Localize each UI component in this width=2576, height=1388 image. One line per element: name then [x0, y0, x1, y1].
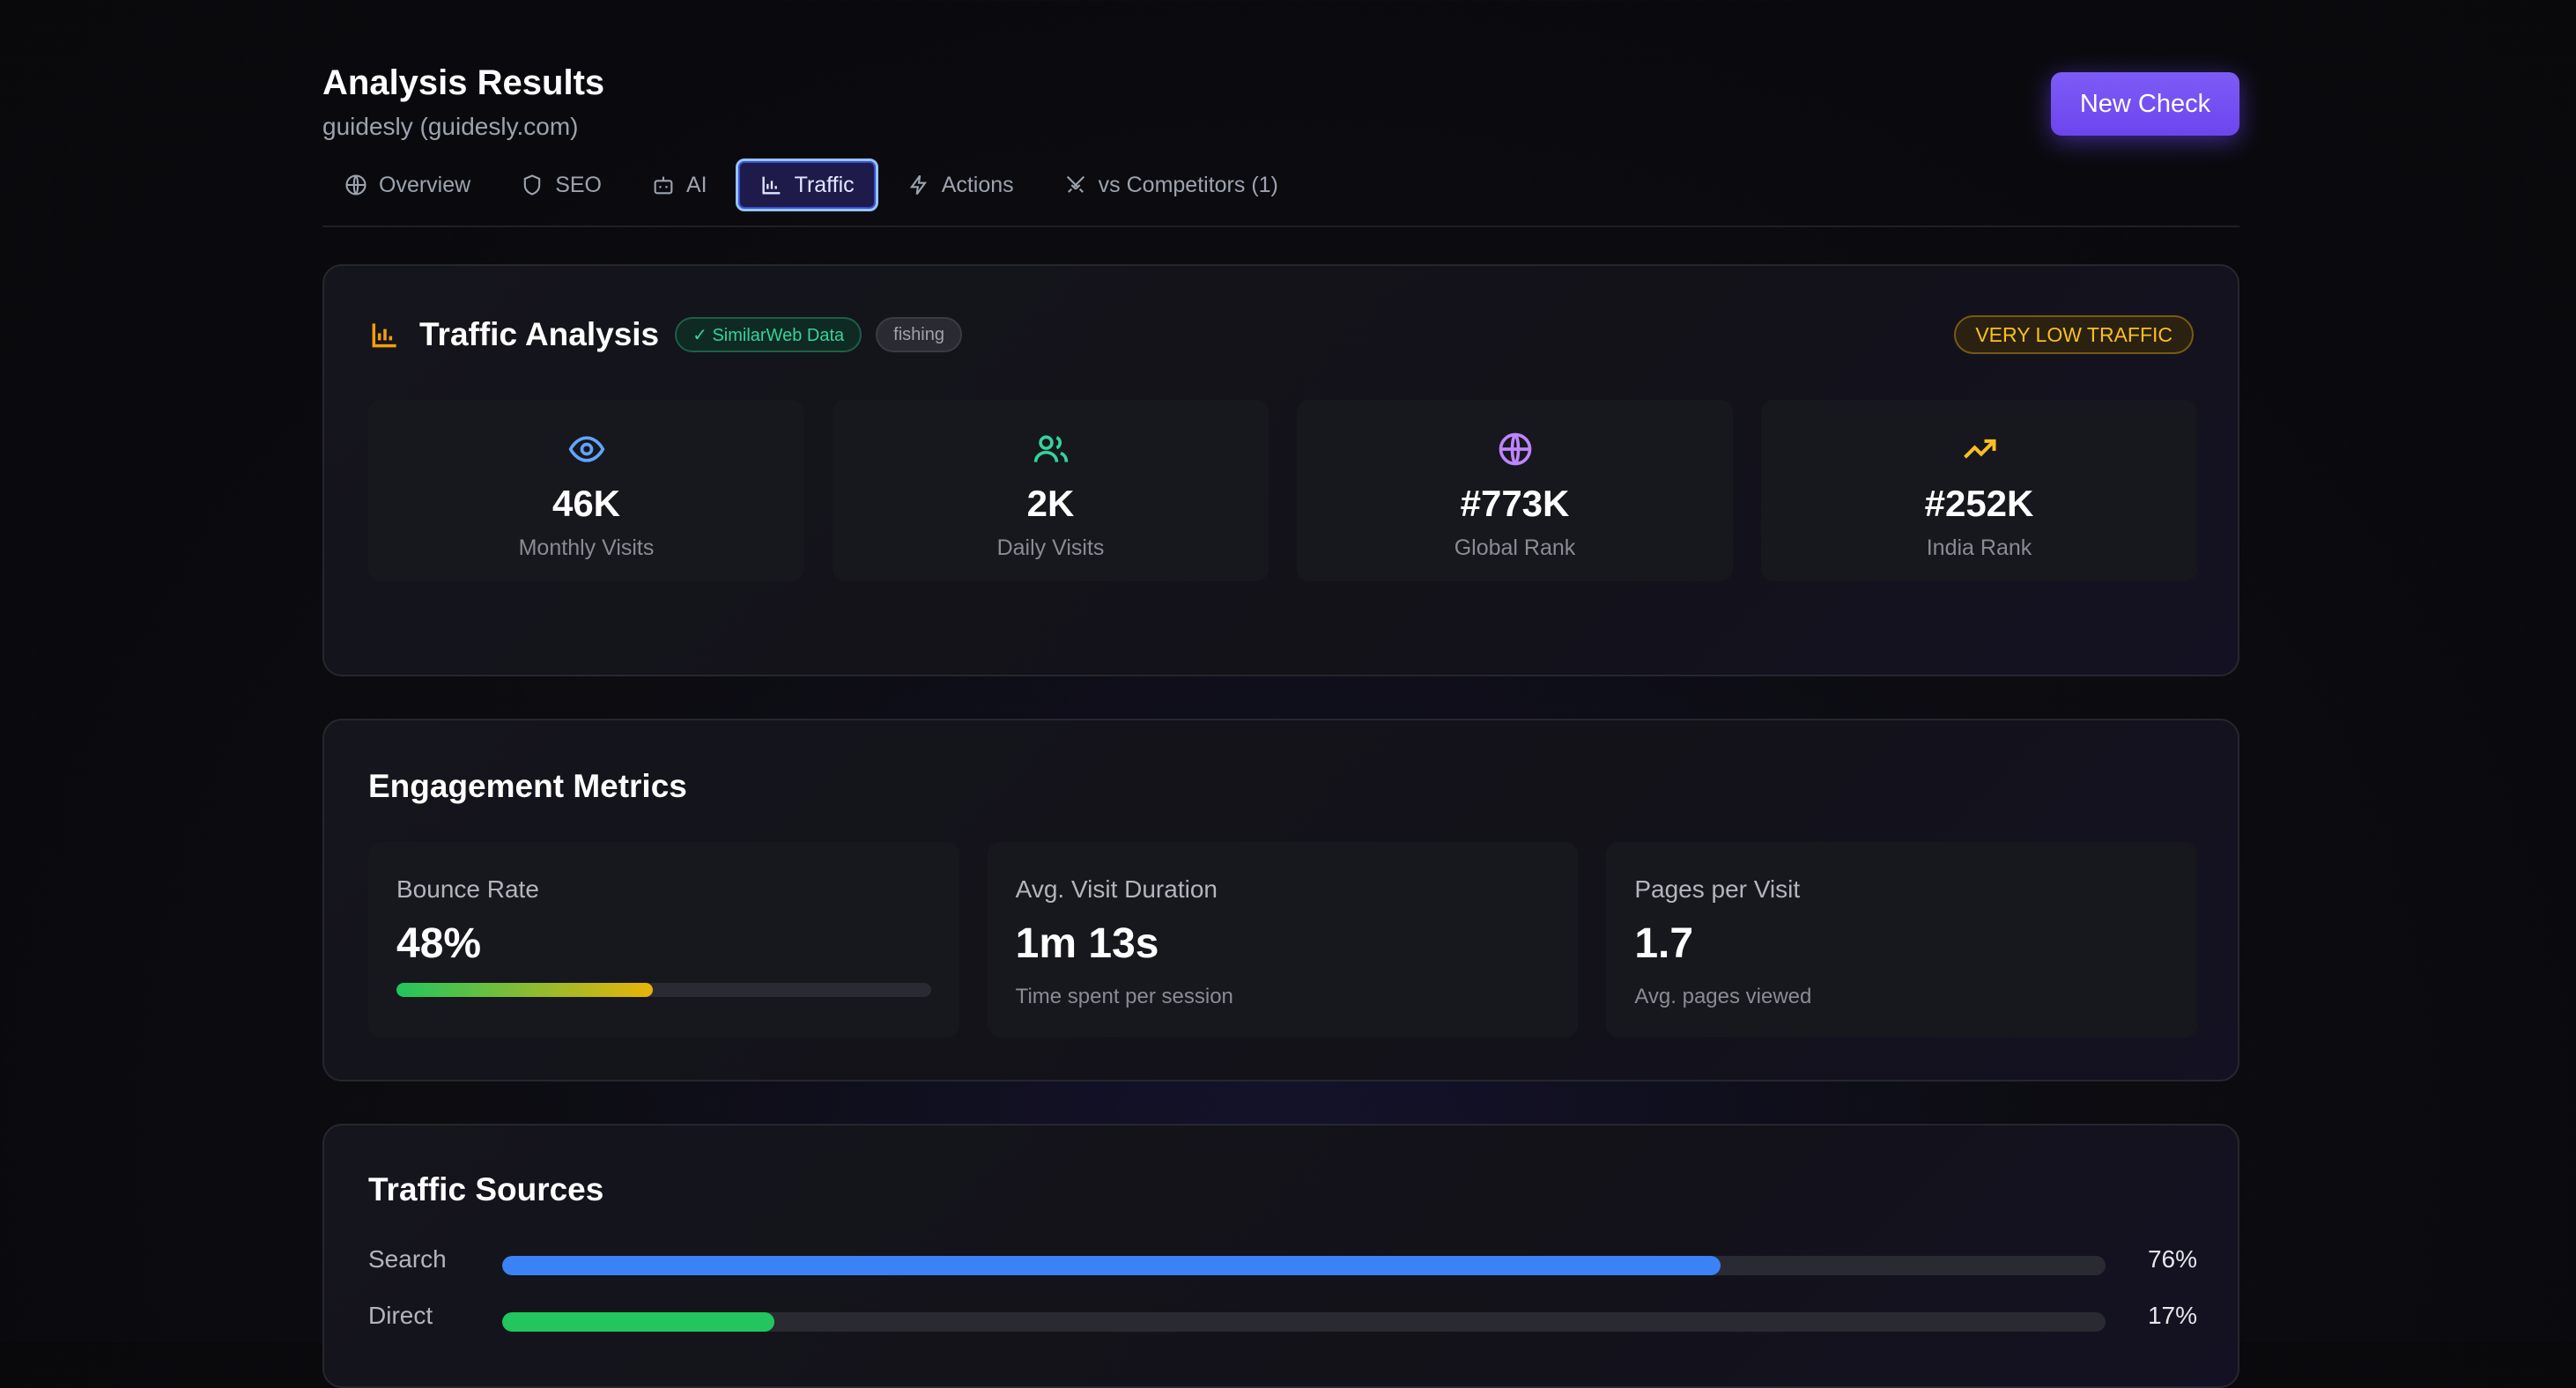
trending-up-icon — [1963, 439, 1996, 459]
traffic-sources-title: Traffic Sources — [368, 1171, 604, 1207]
stat-label: Global Rank — [1454, 535, 1576, 560]
traffic-level-badge: VERY LOW TRAFFIC — [1954, 315, 2194, 354]
category-badge: fishing — [876, 317, 962, 352]
metric-label: Avg. Visit Duration — [1015, 875, 1218, 903]
app-container: Analysis Results guidesly (guidesly.com)… — [322, 0, 2239, 1388]
tab-label: AI — [685, 172, 707, 197]
stat-value: 2K — [1026, 483, 1075, 524]
tab-traffic[interactable]: Traffic — [735, 159, 878, 211]
bounce-rate-bar — [396, 983, 931, 997]
metric-label: Pages per Visit — [1634, 875, 1801, 903]
stat-label: Daily Visits — [996, 535, 1105, 560]
traffic-analysis-header: Traffic Analysis ✓ SimilarWeb Data fishi… — [368, 312, 962, 358]
metric-label: Bounce Rate — [396, 875, 539, 903]
tab-label: Traffic — [794, 172, 855, 197]
users-icon — [1033, 435, 1068, 462]
tab-bar: Overview SEO AI Traffic Actions vs Compe… — [322, 157, 1307, 213]
globe-icon — [345, 174, 366, 196]
page-header: Analysis Results guidesly (guidesly.com)… — [322, 0, 2239, 227]
engagement-metrics: Bounce Rate 48% Avg. Visit Duration 1m 1… — [368, 842, 2198, 1037]
metric-visit-duration: Avg. Visit Duration 1m 13s Time spent pe… — [987, 842, 1579, 1037]
source-row-direct: Direct 17% — [368, 1302, 2197, 1337]
eye-icon — [568, 436, 604, 462]
stat-daily-visits: 2K Daily Visits — [833, 400, 1269, 581]
page-title: Analysis Results — [322, 63, 605, 102]
stat-label: India Rank — [1926, 535, 2032, 560]
traffic-sources-card: Traffic Sources Search 76% Direct 17% — [322, 1124, 2239, 1388]
tab-overview[interactable]: Overview — [322, 159, 492, 211]
stat-value: #773K — [1460, 483, 1570, 524]
source-bar-fill — [502, 1312, 775, 1332]
bar-chart-icon — [762, 176, 780, 195]
bot-icon — [654, 176, 673, 195]
swords-icon — [1066, 175, 1084, 193]
tab-competitors[interactable]: vs Competitors (1) — [1042, 159, 1299, 211]
tab-actions[interactable]: Actions — [885, 159, 1035, 211]
new-check-button[interactable]: New Check — [2051, 72, 2239, 136]
tab-label: SEO — [555, 172, 602, 197]
source-bar — [502, 1256, 2106, 1275]
source-percent: 76% — [2147, 1245, 2197, 1273]
metric-value: 48% — [396, 920, 482, 967]
source-percent: 17% — [2147, 1302, 2197, 1329]
metric-subtext: Time spent per session — [1015, 985, 1233, 1008]
globe-icon — [1499, 432, 1531, 466]
tab-ai[interactable]: AI — [630, 159, 729, 211]
tab-label: Overview — [379, 172, 471, 197]
stat-value: #252K — [1924, 483, 2034, 524]
traffic-analysis-card: Traffic Analysis ✓ SimilarWeb Data fishi… — [322, 264, 2239, 676]
traffic-stats: 46K Monthly Visits 2K Daily Visits #773K… — [368, 400, 2197, 581]
source-row-search: Search 76% — [368, 1245, 2197, 1281]
metric-bounce-rate: Bounce Rate 48% — [368, 842, 959, 1037]
tab-label: Actions — [941, 172, 1014, 197]
source-badge: ✓ SimilarWeb Data — [675, 317, 862, 352]
engagement-metrics-card: Engagement Metrics Bounce Rate 48% Avg. … — [322, 719, 2239, 1082]
metric-pages-per-visit: Pages per Visit 1.7 Avg. pages viewed — [1606, 842, 2198, 1037]
tab-seo[interactable]: SEO — [499, 159, 623, 211]
metric-subtext: Avg. pages viewed — [1634, 985, 1812, 1008]
source-bar — [502, 1312, 2106, 1332]
shield-icon — [523, 174, 541, 196]
bar-chart-icon — [372, 323, 396, 348]
traffic-analysis-title: Traffic Analysis — [419, 316, 660, 352]
source-label: Direct — [368, 1302, 433, 1329]
page-subtitle: guidesly (guidesly.com) — [322, 113, 579, 140]
metric-value: 1.7 — [1634, 920, 1694, 967]
stat-india-rank: #252K India Rank — [1761, 400, 2197, 581]
source-label: Search — [368, 1245, 447, 1273]
stat-label: Monthly Visits — [518, 535, 655, 560]
bounce-rate-bar-fill — [396, 983, 654, 997]
metric-value: 1m 13s — [1015, 920, 1159, 967]
source-bar-fill — [502, 1256, 1721, 1275]
stat-value: 46K — [551, 483, 621, 524]
stat-monthly-visits: 46K Monthly Visits — [368, 400, 804, 581]
engagement-title: Engagement Metrics — [368, 768, 687, 804]
stat-global-rank: #773K Global Rank — [1297, 400, 1733, 581]
tab-label: vs Competitors (1) — [1098, 172, 1278, 197]
lightning-icon — [909, 174, 927, 196]
